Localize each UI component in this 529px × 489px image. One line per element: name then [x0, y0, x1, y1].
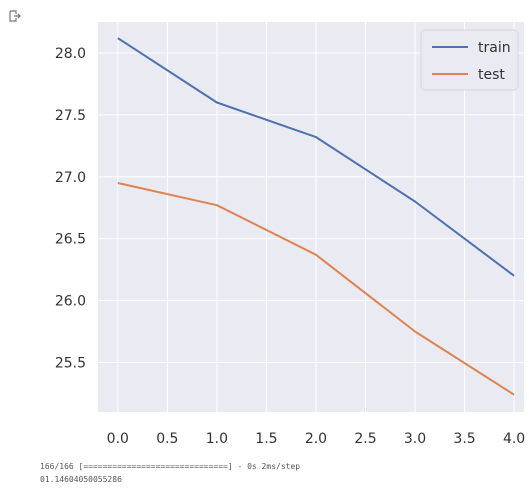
- line-chart: 25.5 26.0 26.5 27.0 27.5 28.0 0.0 0.5 1.0 1.5 2.0…: [55, 22, 526, 447]
- series-line-test: [117, 182, 515, 396]
- x-tick-label: 3.5: [453, 431, 475, 447]
- legend: train test: [420, 29, 519, 91]
- y-tick-label: 26.5: [55, 232, 86, 248]
- x-tick-label: 0.5: [156, 431, 178, 447]
- x-tick-label: 1.5: [255, 431, 277, 447]
- x-tick-label: 2.0: [305, 431, 327, 447]
- x-tick-label: 0.0: [107, 431, 129, 447]
- x-axis-ticks: 0.0 0.5 1.0 1.5 2.0 2.5 3.0 3.5 4.0: [107, 431, 526, 447]
- y-axis-ticks: 25.5 26.0 26.5 27.0 27.5 28.0: [55, 46, 86, 372]
- legend-label-train: train: [478, 40, 511, 56]
- y-tick-label: 26.0: [55, 294, 86, 310]
- x-tick-label: 1.0: [206, 431, 228, 447]
- y-tick-label: 28.0: [55, 46, 86, 62]
- y-tick-label: 25.5: [55, 355, 86, 371]
- console-progress-line: 166/166 [==============================]…: [40, 462, 301, 471]
- y-tick-label: 27.5: [55, 108, 86, 124]
- x-tick-label: 3.0: [404, 431, 426, 447]
- x-tick-label: 4.0: [503, 431, 525, 447]
- output-arrow-icon: [9, 10, 21, 22]
- legend-label-test: test: [478, 67, 505, 83]
- series-lines: [117, 37, 515, 396]
- series-line-train: [117, 37, 515, 277]
- console-result-line: 01.14604050055286: [40, 475, 122, 484]
- x-tick-label: 2.5: [354, 431, 376, 447]
- y-tick-label: 27.0: [55, 170, 86, 186]
